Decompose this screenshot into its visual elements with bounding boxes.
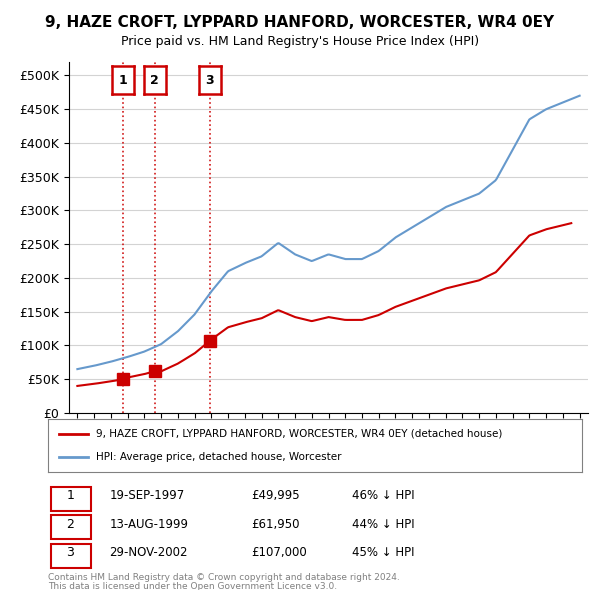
Text: £61,950: £61,950 [251, 517, 299, 530]
Text: 29-NOV-2002: 29-NOV-2002 [109, 546, 188, 559]
Text: HPI: Average price, detached house, Worcester: HPI: Average price, detached house, Worc… [96, 452, 341, 462]
Text: 2: 2 [151, 74, 159, 87]
Text: Contains HM Land Registry data © Crown copyright and database right 2024.: Contains HM Land Registry data © Crown c… [48, 573, 400, 582]
Text: 46% ↓ HPI: 46% ↓ HPI [352, 489, 415, 502]
Text: This data is licensed under the Open Government Licence v3.0.: This data is licensed under the Open Gov… [48, 582, 337, 590]
Text: £49,995: £49,995 [251, 489, 299, 502]
Text: 19-SEP-1997: 19-SEP-1997 [109, 489, 185, 502]
Text: 3: 3 [67, 546, 74, 559]
Text: 1: 1 [67, 489, 74, 502]
Text: 9, HAZE CROFT, LYPPARD HANFORD, WORCESTER, WR4 0EY (detached house): 9, HAZE CROFT, LYPPARD HANFORD, WORCESTE… [96, 429, 502, 439]
Text: £107,000: £107,000 [251, 546, 307, 559]
Text: 44% ↓ HPI: 44% ↓ HPI [352, 517, 415, 530]
Text: 3: 3 [205, 74, 214, 87]
Text: 9, HAZE CROFT, LYPPARD HANFORD, WORCESTER, WR4 0EY: 9, HAZE CROFT, LYPPARD HANFORD, WORCESTE… [46, 15, 554, 30]
FancyBboxPatch shape [50, 516, 91, 539]
FancyBboxPatch shape [50, 544, 91, 568]
Text: 13-AUG-1999: 13-AUG-1999 [109, 517, 188, 530]
FancyBboxPatch shape [50, 487, 91, 511]
Text: Price paid vs. HM Land Registry's House Price Index (HPI): Price paid vs. HM Land Registry's House … [121, 35, 479, 48]
Text: 1: 1 [119, 74, 127, 87]
Text: 2: 2 [67, 517, 74, 530]
Text: 45% ↓ HPI: 45% ↓ HPI [352, 546, 415, 559]
